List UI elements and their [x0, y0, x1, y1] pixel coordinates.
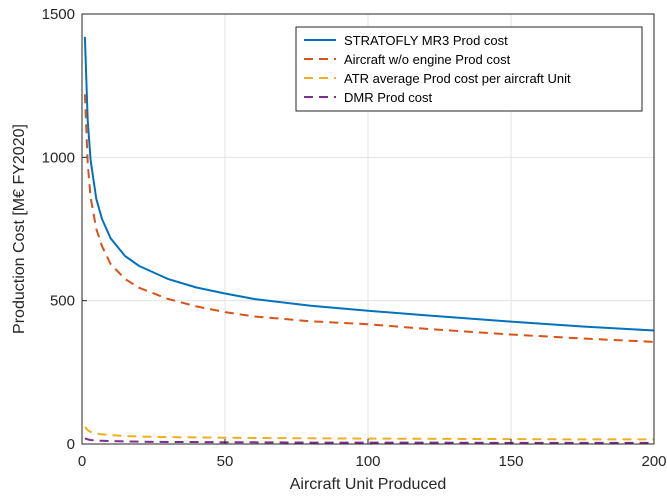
- series-line-2: [83, 94, 655, 343]
- y-tick-label: 500: [50, 293, 75, 310]
- legend-box: [295, 26, 643, 112]
- y-tick-label: 1000: [42, 149, 75, 166]
- x-tick-label: 200: [641, 453, 666, 470]
- series-line-1: [83, 36, 655, 332]
- legend-entry: Aircraft w/o engine Prod cost: [344, 52, 511, 67]
- legend-entry: ATR average Prod cost per aircraft Unit: [344, 71, 571, 86]
- y-tick-label: 0: [67, 436, 75, 453]
- axis-ticks: 0 50 100 150 200 0 500 1000 1500: [42, 6, 667, 470]
- y-tick-label: 1500: [42, 6, 75, 23]
- y-axis-label: Production Cost [M€ FY2020]: [11, 124, 28, 334]
- x-tick-label: 100: [355, 453, 380, 470]
- x-tick-label: 150: [498, 453, 523, 470]
- x-tick-label: 50: [217, 453, 234, 470]
- x-tick-label: 0: [78, 453, 86, 470]
- legend-entry: DMR Prod cost: [344, 90, 433, 105]
- legend: STRATOFLY MR3 Prod cost Aircraft w/o engi…: [295, 26, 643, 112]
- series-line-4: [84, 437, 654, 444]
- x-axis-label: Aircraft Unit Produced: [290, 476, 447, 493]
- legend-entry: STRATOFLY MR3 Prod cost: [344, 33, 508, 48]
- series-lines: [83, 36, 655, 444]
